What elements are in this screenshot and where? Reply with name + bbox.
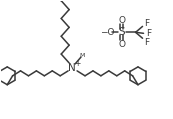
- Text: O: O: [118, 16, 125, 25]
- Text: N: N: [68, 63, 76, 73]
- Text: +: +: [74, 60, 80, 68]
- Text: F: F: [144, 38, 149, 47]
- Text: F: F: [144, 19, 149, 28]
- Text: F: F: [146, 29, 151, 38]
- Text: M: M: [79, 53, 85, 58]
- Text: −O: −O: [100, 28, 114, 37]
- Text: S: S: [118, 27, 125, 37]
- Text: O: O: [118, 40, 125, 49]
